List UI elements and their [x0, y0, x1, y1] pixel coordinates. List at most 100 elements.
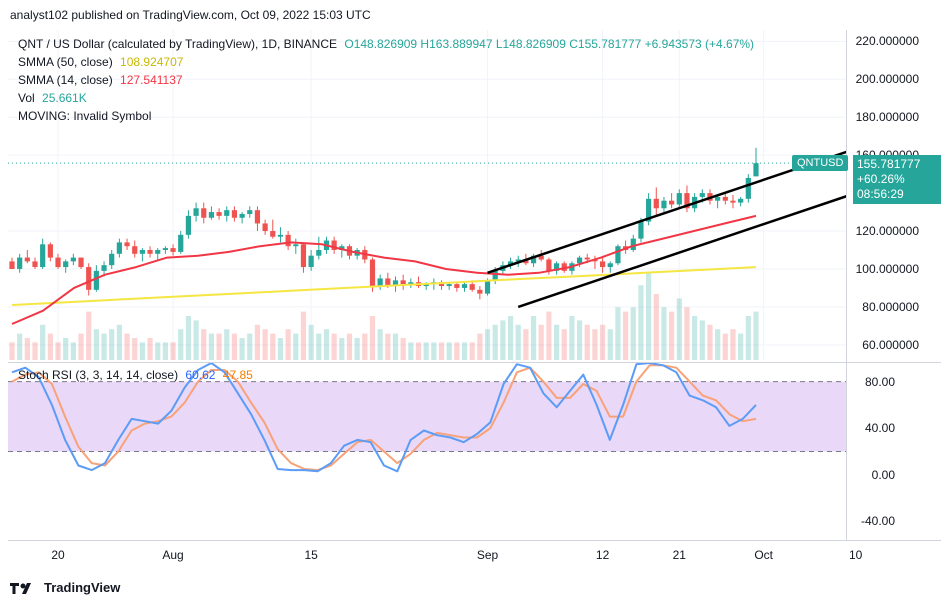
candle-body [699, 193, 705, 197]
volume-bar [715, 329, 721, 360]
volume-bar [369, 316, 376, 360]
candle-body [201, 208, 207, 218]
volume-bar [615, 307, 621, 360]
candle-body [638, 221, 644, 239]
candle-body [630, 238, 636, 250]
candle-body [139, 250, 145, 254]
volume-bar [576, 320, 583, 360]
volume-bar [116, 324, 122, 360]
candle-body [576, 257, 583, 264]
channel-lower-line [517, 195, 846, 309]
candle-body [285, 234, 291, 247]
volume-bar [17, 333, 23, 360]
candle-body [669, 200, 675, 205]
volume-bar [277, 338, 284, 360]
candle-body [224, 210, 230, 216]
volume-bar [93, 329, 99, 360]
candle-body [308, 255, 314, 268]
candle-body [17, 257, 23, 269]
ohlc-values: O148.826909 H163.889947 L148.826909 C155… [344, 37, 755, 51]
rsi-k-line [11, 363, 757, 473]
volume-bar [185, 316, 192, 360]
volume-bar [415, 342, 422, 360]
volume-bar [32, 342, 38, 360]
candle-body [484, 280, 491, 294]
candle-body [584, 257, 590, 260]
rsi-band [8, 381, 846, 452]
volume-bar [692, 316, 698, 360]
volume-bar [201, 329, 207, 360]
candle-body [469, 284, 475, 290]
time-axis-divider [8, 540, 941, 541]
price-chart[interactable] [8, 30, 846, 360]
candle-body [454, 284, 460, 288]
candle-body [461, 284, 468, 288]
candle-body [331, 240, 337, 250]
rsi-tick-label: 40.00 [864, 421, 895, 436]
candle-body [561, 263, 567, 271]
candle-body [40, 244, 46, 268]
volume-bar [385, 333, 391, 360]
candle-body [300, 244, 307, 268]
volume-bar [492, 324, 498, 360]
volume-bar [86, 311, 92, 360]
candle-body [55, 257, 61, 268]
candle-body [216, 212, 222, 216]
candle-body [239, 213, 245, 218]
candle-body [24, 257, 30, 262]
symbol-row: QNT / US Dollar (calculated by TradingVi… [18, 35, 754, 53]
volume-bar [147, 338, 153, 360]
volume-bar [607, 329, 613, 360]
volume-bar [707, 324, 713, 360]
candle-body [530, 255, 537, 264]
volume-bar [55, 342, 61, 360]
time-tick-label: Oct [754, 548, 773, 562]
candle-body [162, 248, 168, 250]
volume-bar [354, 338, 360, 360]
smma50-row: SMMA (50, close) 108.924707 [18, 53, 754, 71]
volume-bar [546, 311, 552, 360]
candle-body [47, 244, 53, 258]
volume-bar [216, 333, 222, 360]
volume-bar [400, 338, 406, 360]
time-tick-label: 21 [672, 548, 686, 562]
volume-bar [377, 329, 383, 360]
time-tick-label: Aug [162, 548, 184, 562]
candle-body [477, 289, 483, 294]
candle-body [676, 193, 682, 205]
volume-bar [438, 342, 445, 360]
smma14-label: SMMA (14, close) [18, 73, 113, 87]
volume-bar [653, 294, 659, 360]
volume-bar [254, 324, 261, 360]
volume-bar [78, 333, 84, 360]
candle-body [730, 200, 736, 203]
candle-body [101, 265, 107, 271]
volume-bar [431, 342, 437, 360]
volume-bar [270, 333, 276, 360]
symbol-tag: QNTUSD [792, 155, 849, 171]
volume-bar [500, 320, 506, 360]
volume-bar [530, 316, 537, 360]
volume-bar [155, 342, 161, 360]
symbol-title: QNT / US Dollar (calculated by TradingVi… [18, 37, 338, 51]
volume-bar [139, 342, 145, 360]
rsi-tick-label: 80.00 [864, 374, 895, 389]
volume-bar [132, 338, 138, 360]
volume-bar [40, 324, 46, 360]
stoch-rsi-chart[interactable] [8, 363, 846, 540]
volume-bar [331, 333, 337, 360]
rsi-tick-label: 0.00 [871, 467, 895, 482]
volume-bar [247, 333, 253, 360]
footer-brand[interactable]: TradingView [10, 580, 120, 595]
volume-bar [461, 342, 468, 360]
price-tag-price: 155.781777 [857, 157, 921, 171]
rsi-legend: Stoch RSI (3, 3, 14, 14, close) 60.62 47… [18, 368, 253, 382]
symbol-tag-text: QNTUSD [797, 157, 844, 169]
volume-label: Vol [18, 91, 35, 105]
rsi-tick-label: -40.00 [860, 514, 895, 529]
volume-bar [561, 329, 567, 360]
pane-divider [8, 362, 941, 363]
volume-bar [323, 329, 330, 360]
volume-bar [346, 333, 353, 360]
volume-bar [477, 333, 483, 360]
